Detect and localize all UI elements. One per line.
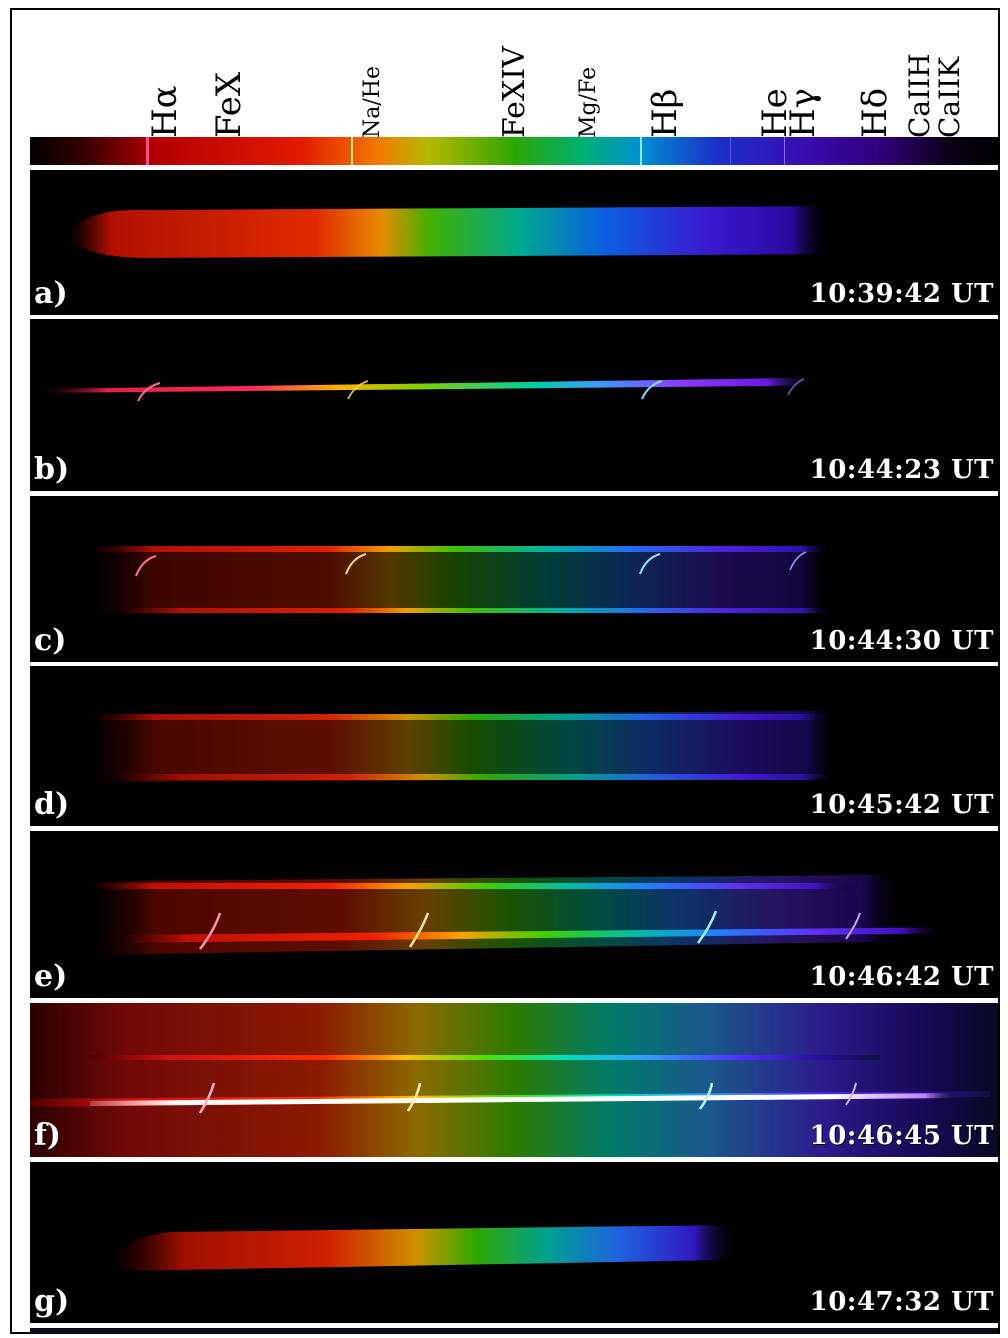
panel-b-image bbox=[40, 377, 886, 402]
line-label-fex: FeX bbox=[209, 71, 249, 138]
line-label-h-delta: Hδ bbox=[855, 87, 895, 138]
spectrum-panel-e: e) 10:46:42 UT bbox=[30, 831, 998, 998]
line-label-h-gamma: Hγ bbox=[783, 88, 823, 138]
panel-a-time: 10:39:42 UT bbox=[809, 279, 994, 309]
line-label-caii-h: CaIIH bbox=[903, 53, 936, 138]
spectrum-panel-d: d) 10:45:42 UT bbox=[30, 666, 998, 826]
line-label-caii-k: CaIIK bbox=[933, 56, 966, 138]
panel-c-image bbox=[90, 546, 880, 614]
line-label-na-he: Na/He bbox=[360, 66, 385, 138]
line-label-h-alpha: Hα bbox=[145, 85, 185, 138]
line-label-fexiv: FeXIV bbox=[497, 46, 532, 138]
panel-d-time: 10:45:42 UT bbox=[809, 790, 994, 820]
panel-c-time: 10:44:30 UT bbox=[809, 626, 994, 656]
panel-f-time: 10:46:45 UT bbox=[809, 1121, 994, 1151]
panel-e-letter: e) bbox=[34, 959, 68, 994]
panel-g-image bbox=[110, 1224, 840, 1271]
panel-g-letter: g) bbox=[34, 1284, 70, 1319]
panel-c-letter: c) bbox=[34, 623, 67, 658]
spectrum-panel-f: f) 10:46:45 UT bbox=[30, 1003, 998, 1157]
na-he-marker bbox=[351, 137, 353, 165]
panel-e-time: 10:46:42 UT bbox=[809, 962, 994, 992]
spectrum-panel-b: b) 10:44:23 UT bbox=[30, 319, 998, 491]
bottom-sliver bbox=[30, 1328, 998, 1334]
panel-b-letter: b) bbox=[34, 452, 70, 487]
panel-g-time: 10:47:32 UT bbox=[809, 1287, 994, 1317]
h-beta-marker bbox=[640, 137, 642, 165]
spectral-line-labels: Hα FeX Na/He FeXIV Mg/Fe Hβ He Hγ Hδ CaI… bbox=[30, 14, 998, 138]
spectrum-panel-g: g) 10:47:32 UT bbox=[30, 1162, 998, 1323]
line-label-mg-fe: Mg/Fe bbox=[576, 66, 601, 138]
panel-d-letter: d) bbox=[34, 787, 70, 822]
panel-f-letter: f) bbox=[34, 1118, 62, 1153]
panel-a-letter: a) bbox=[34, 276, 68, 311]
panel-e-image bbox=[90, 875, 970, 955]
panel-f-image bbox=[30, 1003, 998, 1157]
spectrum-panel-a: a) 10:39:42 UT bbox=[30, 170, 998, 315]
spectrum-panel-c: c) 10:44:30 UT bbox=[30, 496, 998, 662]
h-alpha-marker bbox=[146, 137, 149, 165]
reference-spectrum-bar bbox=[30, 137, 998, 165]
panel-d-image bbox=[90, 710, 888, 782]
panel-a-image bbox=[70, 206, 890, 258]
line-label-h-beta: Hβ bbox=[645, 88, 685, 138]
panel-b-time: 10:44:23 UT bbox=[809, 455, 994, 485]
